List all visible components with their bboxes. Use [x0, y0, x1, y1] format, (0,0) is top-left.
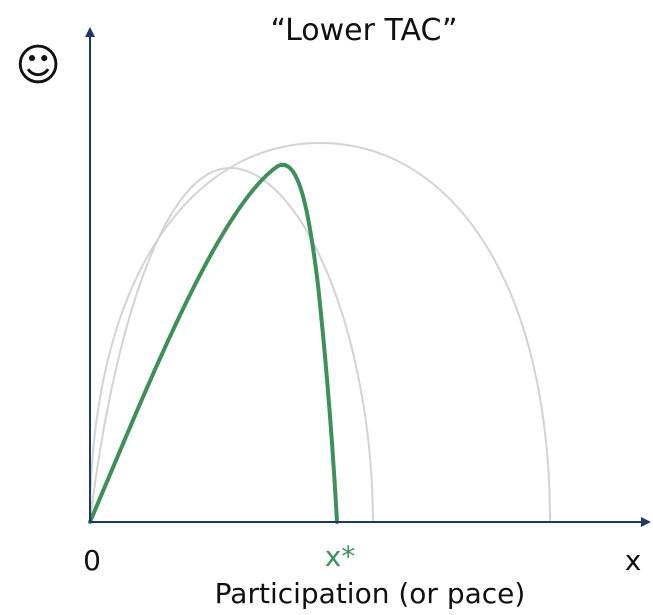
smiley-icon: ☺ [15, 40, 61, 91]
x-origin-label: 0 [83, 544, 101, 577]
reference-curve-narrow [89, 166, 374, 523]
optimum-label: x* [325, 540, 356, 573]
x-end-label: x [625, 544, 642, 577]
chart-title: “Lower TAC” [270, 13, 457, 48]
reference-curve-wide [89, 141, 551, 523]
x-axis-label: Participation (or pace) [215, 577, 526, 610]
lower-tac-curve [88, 162, 339, 524]
